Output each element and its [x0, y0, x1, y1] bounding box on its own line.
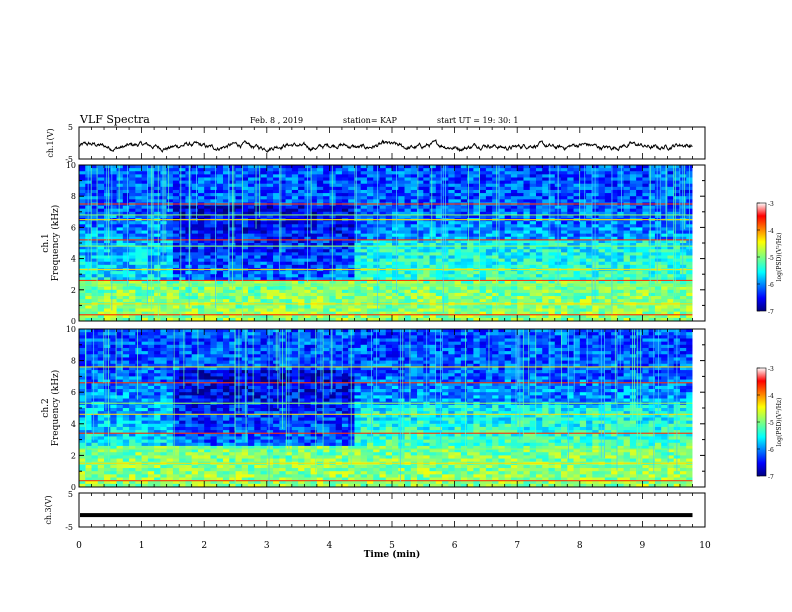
colorbar-tick-label: -3 — [768, 201, 774, 208]
time-axis-tick-labels: 0 1 2 3 4 5 6 7 8 9 10 — [76, 541, 711, 551]
ch1-ytick-top: 5 — [68, 123, 73, 132]
time-tick-label: 3 — [264, 541, 270, 551]
time-tick-label: 2 — [201, 541, 207, 551]
ch1-x-ticks — [78, 127, 706, 159]
colorbar-label: log(PSD)(V²/Hz) — [776, 398, 783, 447]
spec-ytick-label: 0 — [71, 317, 76, 326]
time-tick-label: 9 — [640, 541, 646, 551]
spec-ytick-label: 2 — [71, 451, 76, 460]
colorbar-tick-label: -7 — [768, 474, 774, 481]
colorbar-label: log(PSD)(V²/Hz) — [776, 233, 783, 282]
time-tick-label: 6 — [452, 541, 458, 551]
ch2-spectrogram-panel: 0 2 4 6 8 10 ch.2 Frequency (kHz) — [41, 325, 706, 492]
time-tick-label: 4 — [327, 541, 333, 551]
time-tick-label: 8 — [577, 541, 583, 551]
ch1-ylabel: ch.1(V) — [46, 128, 55, 157]
colorbar-tick-label: -7 — [768, 309, 774, 316]
ch1-spec-ylabel-top: ch.1 — [41, 233, 51, 252]
spec-ytick-label: 6 — [71, 223, 76, 232]
ch3-x-ticks — [78, 493, 706, 527]
time-tick-label: 7 — [514, 541, 520, 551]
ch2-spectrogram-axes: 0 2 4 6 8 10 — [66, 325, 706, 492]
figure-title: VLF Spectra — [79, 113, 150, 126]
station-label: station= KAP — [343, 116, 398, 125]
spec-ytick-label: 6 — [71, 388, 76, 397]
ch1-spectrogram-panel: 0 2 4 6 8 10 ch.1 Frequency (kHz) — [41, 161, 706, 326]
ch3-ytick-bottom: -5 — [65, 523, 73, 532]
spec-ytick-label: 4 — [71, 420, 76, 429]
spec-ytick-label: 4 — [71, 255, 76, 264]
time-axis-label: Time (min) — [364, 549, 421, 560]
colorbar-tick-label: -5 — [768, 420, 774, 427]
colorbar-tick-label: -6 — [768, 447, 774, 454]
spec-ytick-label: 10 — [66, 325, 76, 334]
colorbar-tick-label: -4 — [768, 228, 774, 235]
ch1-spectrogram-axes: 0 2 4 6 8 10 — [66, 161, 706, 326]
spec-ytick-label: 8 — [71, 192, 76, 201]
ch1-waveform-line — [78, 138, 693, 153]
ch2-spectrogram-image — [79, 329, 705, 488]
colorbar-tick-label: -6 — [768, 282, 774, 289]
ch2-spec-ylabel: Frequency (kHz) — [50, 370, 61, 447]
ch1-spec-ylabel: Frequency (kHz) — [50, 205, 61, 282]
colorbar-tick-label: -5 — [768, 255, 774, 262]
ch1-spectrogram-image — [79, 165, 705, 322]
time-tick-label: 0 — [76, 541, 82, 551]
ch3-waveform-panel: 5 -5 ch.3(V) 0 1 2 3 4 5 6 7 8 9 10 Time (min) — [44, 490, 711, 560]
ch3-ylabel: ch.3(V) — [44, 495, 53, 524]
time-tick-label: 10 — [699, 541, 711, 551]
time-tick-label: 1 — [139, 541, 145, 551]
ch2-spec-ylabel-top: ch.2 — [41, 398, 51, 417]
colorbar-tick-label: -4 — [768, 393, 774, 400]
start-time-label: start UT = 19: 30: 1 — [437, 116, 518, 125]
ch1-ytick-bottom: -5 — [65, 155, 73, 164]
ch3-ytick-top: 5 — [68, 490, 73, 499]
spec-ytick-label: 10 — [66, 161, 76, 170]
spec-ytick-label: 2 — [71, 286, 76, 295]
spec-ytick-label: 8 — [71, 357, 76, 366]
ch1-waveform-panel: 5 -5 ch.1(V) — [46, 123, 706, 164]
spec-ytick-label: 0 — [71, 483, 76, 492]
colorbar-tick-label: -3 — [768, 366, 774, 373]
ch1-colorbar: -3 -4 -5 -6 -7 log(PSD)(V²/Hz) — [756, 201, 783, 316]
ch3-waveform-line — [80, 513, 693, 518]
ch2-colorbar: -3 -4 -5 -6 -7 log(PSD)(V²/Hz) — [756, 366, 783, 481]
date-label: Feb. 8 , 2019 — [250, 116, 303, 125]
time-tick-label: 5 — [389, 541, 395, 551]
